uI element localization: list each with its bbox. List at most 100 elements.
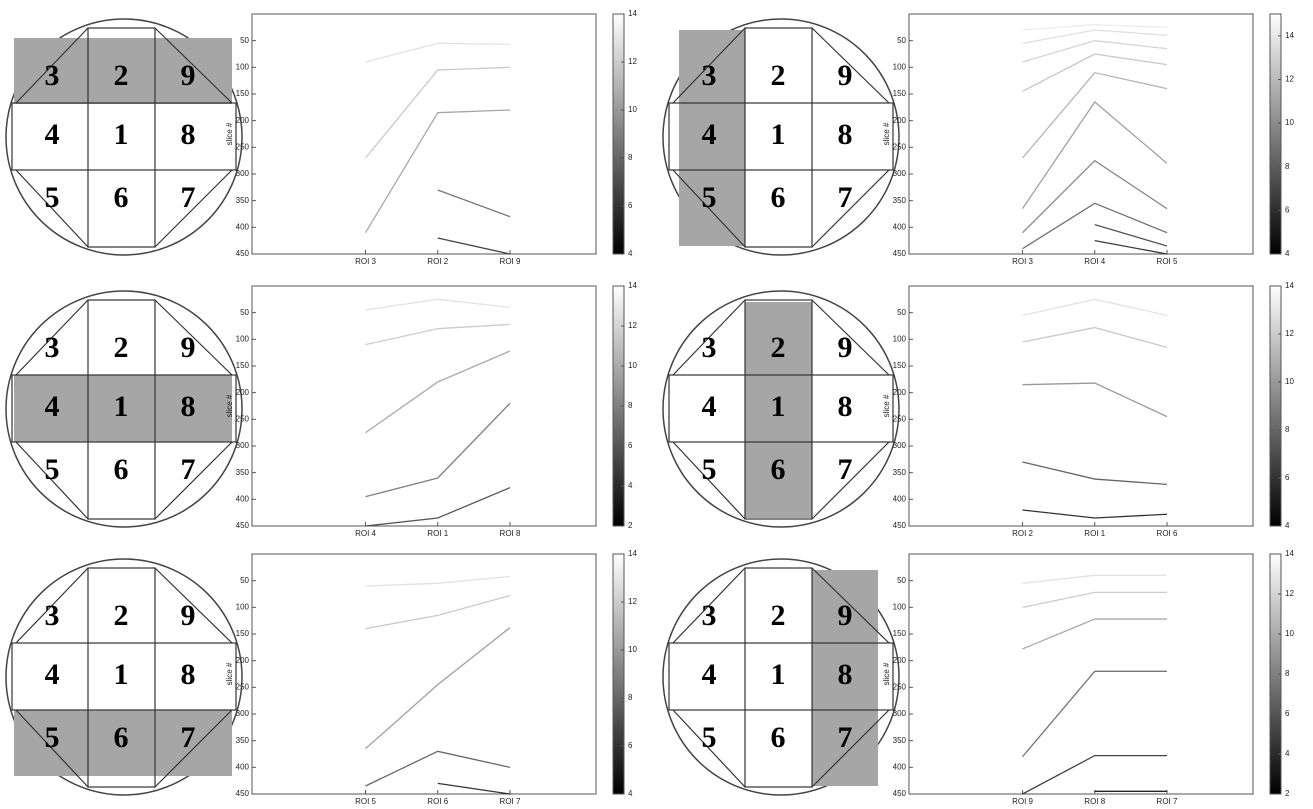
colorbar-tick-label: 4 [1285, 749, 1290, 758]
y-tick-label: 250 [893, 414, 907, 423]
y-tick-label: 100 [236, 334, 250, 343]
roi-cell-border [87, 299, 156, 520]
colorbar-tick-label: 10 [1285, 377, 1294, 386]
roi-label: 9 [838, 599, 853, 632]
roi-circle [5, 558, 243, 796]
y-tick-label: 400 [893, 494, 907, 503]
x-tick-label: ROI 1 [427, 529, 448, 538]
roi-cell-border [87, 27, 156, 248]
contour-line [1022, 159, 1168, 234]
roi-label: 6 [114, 721, 129, 754]
contour-line [1022, 670, 1167, 758]
x-tick-label: ROI 9 [500, 257, 521, 266]
x-tick-label: ROI 1 [1084, 529, 1105, 538]
x-tick-label: ROI 2 [427, 257, 448, 266]
y-tick-label: 50 [240, 36, 249, 45]
contour-line [1022, 298, 1168, 316]
colorbar-tick-label: 14 [628, 9, 637, 18]
y-tick-label: 50 [897, 36, 906, 45]
roi-highlight [679, 30, 745, 246]
contour-line [1021, 101, 1168, 210]
y-tick-label: 250 [893, 682, 907, 691]
x-tick-label: ROI 9 [1012, 797, 1033, 806]
roi-cell-border [15, 299, 233, 520]
roi-cell-border [11, 374, 237, 443]
x-tick-label: ROI 4 [1084, 257, 1105, 266]
roi-highlight [14, 38, 232, 104]
contour-line [365, 323, 511, 346]
contour-line [437, 237, 511, 255]
roi-label: 5 [702, 181, 717, 214]
contour-line [365, 298, 511, 311]
roi-label: 5 [702, 721, 717, 754]
colorbar-tick-label: 4 [628, 481, 633, 490]
roi-label: 8 [181, 390, 196, 423]
roi-cell-border [668, 102, 894, 171]
roi-label: 7 [181, 721, 196, 754]
colorbar-tick-label: 14 [628, 549, 637, 558]
panel: 3 2 9 4 1 8 5 6 7 50 100 150 200 250 300 350 400 450 slice… [662, 549, 1294, 806]
colorbar-tick-label: 12 [628, 57, 637, 66]
y-tick-label: 200 [893, 116, 907, 125]
colorbar-tick-label: 10 [628, 105, 637, 114]
y-tick-label: 400 [893, 222, 907, 231]
roi-cell-border [87, 567, 156, 788]
y-tick-label: 150 [893, 629, 907, 638]
colorbar [612, 553, 625, 795]
x-tick-label: ROI 5 [355, 797, 376, 806]
y-tick-label: 100 [893, 602, 907, 611]
y-tick-label: 450 [893, 521, 907, 530]
y-tick-label: 350 [236, 736, 250, 745]
y-tick-label: 250 [236, 682, 250, 691]
roi-label: 7 [838, 721, 853, 754]
colorbar [1269, 13, 1282, 255]
y-tick-label: 350 [236, 196, 250, 205]
roi-label: 8 [181, 118, 196, 151]
y-tick-label: 450 [893, 249, 907, 258]
y-tick-label: 400 [236, 222, 250, 231]
roi-cell-border [744, 299, 813, 520]
colorbar-tick-label: 10 [1285, 629, 1294, 638]
roi-label: 9 [838, 59, 853, 92]
contour-line [1022, 40, 1168, 63]
plot-area [251, 285, 597, 527]
colorbar-tick-label: 4 [1285, 249, 1290, 258]
roi-label: 7 [838, 453, 853, 486]
roi-label: 6 [114, 181, 129, 214]
contour-line [365, 66, 511, 159]
colorbar-tick-label: 4 [628, 789, 633, 798]
roi-label: 8 [181, 658, 196, 691]
y-tick-label: 200 [893, 656, 907, 665]
x-tick-label: ROI 3 [355, 257, 376, 266]
roi-label: 7 [181, 181, 196, 214]
y-axis-label: slice # [225, 122, 234, 145]
roi-label: 6 [114, 453, 129, 486]
roi-label: 9 [181, 599, 196, 632]
y-tick-label: 100 [893, 62, 907, 71]
colorbar-tick-label: 10 [1285, 118, 1294, 127]
roi-label: 8 [838, 118, 853, 151]
roi-label: 7 [181, 453, 196, 486]
y-tick-label: 350 [893, 196, 907, 205]
plot-area [908, 13, 1254, 255]
contour-line [1022, 618, 1167, 650]
colorbar-tick-label: 6 [628, 441, 633, 450]
y-tick-label: 50 [897, 308, 906, 317]
colorbar-tick-label: 8 [628, 153, 633, 162]
roi-label: 1 [771, 390, 786, 423]
contour-line [1022, 24, 1168, 31]
y-tick-label: 50 [240, 308, 249, 317]
panel: 3 2 9 4 1 8 5 6 7 50 100 150 200 250 300 350 400 450 slice… [5, 281, 637, 538]
contour-line [365, 594, 511, 630]
contour-line [437, 782, 511, 795]
roi-label: 3 [45, 59, 60, 92]
x-tick-label: ROI 8 [500, 529, 521, 538]
roi-circle [662, 18, 900, 256]
roi-label: 3 [702, 331, 717, 364]
y-tick-label: 250 [893, 142, 907, 151]
y-tick-label: 400 [236, 494, 250, 503]
roi-circle [5, 290, 243, 528]
y-tick-label: 450 [236, 249, 250, 258]
colorbar-tick-label: 6 [628, 201, 633, 210]
roi-cell-border [668, 642, 894, 711]
